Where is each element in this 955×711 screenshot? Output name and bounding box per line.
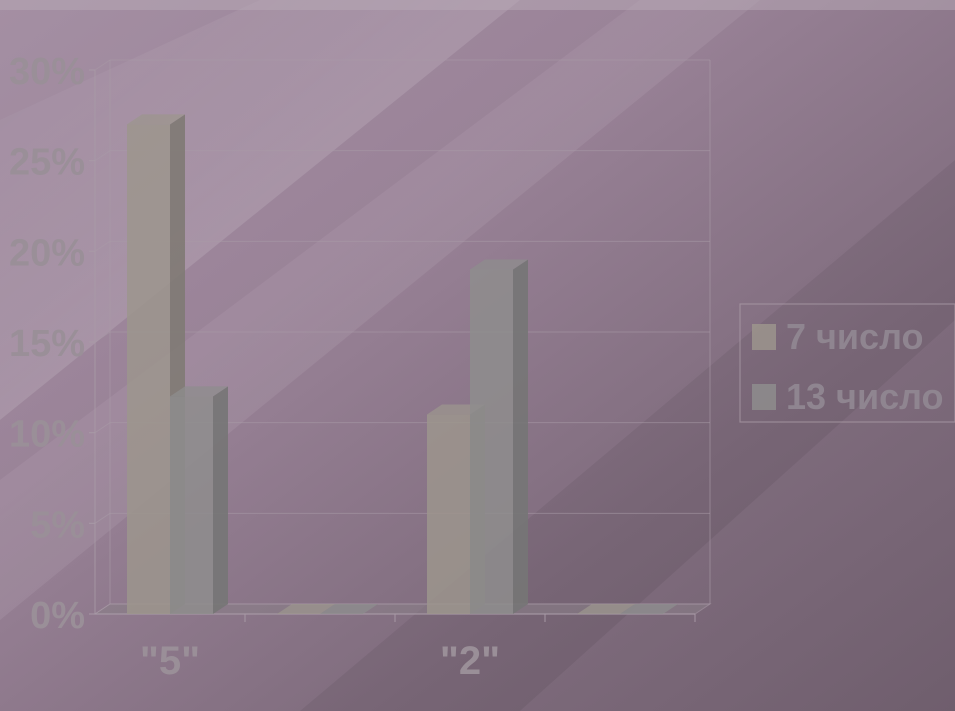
x-tick-labels: "5" "2" xyxy=(140,639,500,683)
bar-front xyxy=(470,269,513,614)
y-tick-label: 20% xyxy=(9,232,85,274)
y-tick-label: 30% xyxy=(9,51,85,93)
bar-front xyxy=(427,414,470,614)
x-tick-label: "5" xyxy=(140,639,200,683)
bar xyxy=(320,604,378,614)
gridline-side xyxy=(94,59,111,71)
bar-front xyxy=(170,396,213,614)
bar-top xyxy=(470,259,528,270)
bar-side xyxy=(513,259,528,614)
bar-front xyxy=(127,124,170,615)
bar-top xyxy=(620,604,678,614)
legend-box xyxy=(739,303,955,423)
gridline-side xyxy=(94,331,111,343)
bar-side xyxy=(213,386,228,614)
gridline-side xyxy=(94,150,111,162)
legend-label: 13 число xyxy=(786,376,943,417)
legend-swatch xyxy=(752,324,776,350)
gridline-side xyxy=(94,512,111,524)
bars xyxy=(127,114,678,615)
bar xyxy=(577,604,635,614)
bar-top xyxy=(127,114,185,125)
bar xyxy=(170,386,228,614)
y-tick-label: 25% xyxy=(9,142,85,184)
y-tick-label: 0% xyxy=(30,595,85,637)
legend: 7 число 13 число xyxy=(739,303,955,423)
y-tick-labels: 0% 5% 10% 15% 20% 25% 30% xyxy=(9,51,85,637)
legend-swatch xyxy=(752,384,776,410)
gridline-side xyxy=(94,422,111,434)
gridline-side xyxy=(94,240,111,252)
bar xyxy=(470,259,528,614)
bar-top xyxy=(320,604,378,614)
y-tick-label: 5% xyxy=(30,504,85,546)
bar xyxy=(277,604,335,614)
bar xyxy=(620,604,678,614)
y-tick-label: 15% xyxy=(9,323,85,365)
bar-top xyxy=(277,604,335,614)
bar-top xyxy=(170,386,228,397)
bar-top xyxy=(577,604,635,614)
y-tick-label: 10% xyxy=(9,414,85,456)
legend-label: 7 число xyxy=(786,316,923,357)
x-tick-label: "2" xyxy=(440,639,500,683)
